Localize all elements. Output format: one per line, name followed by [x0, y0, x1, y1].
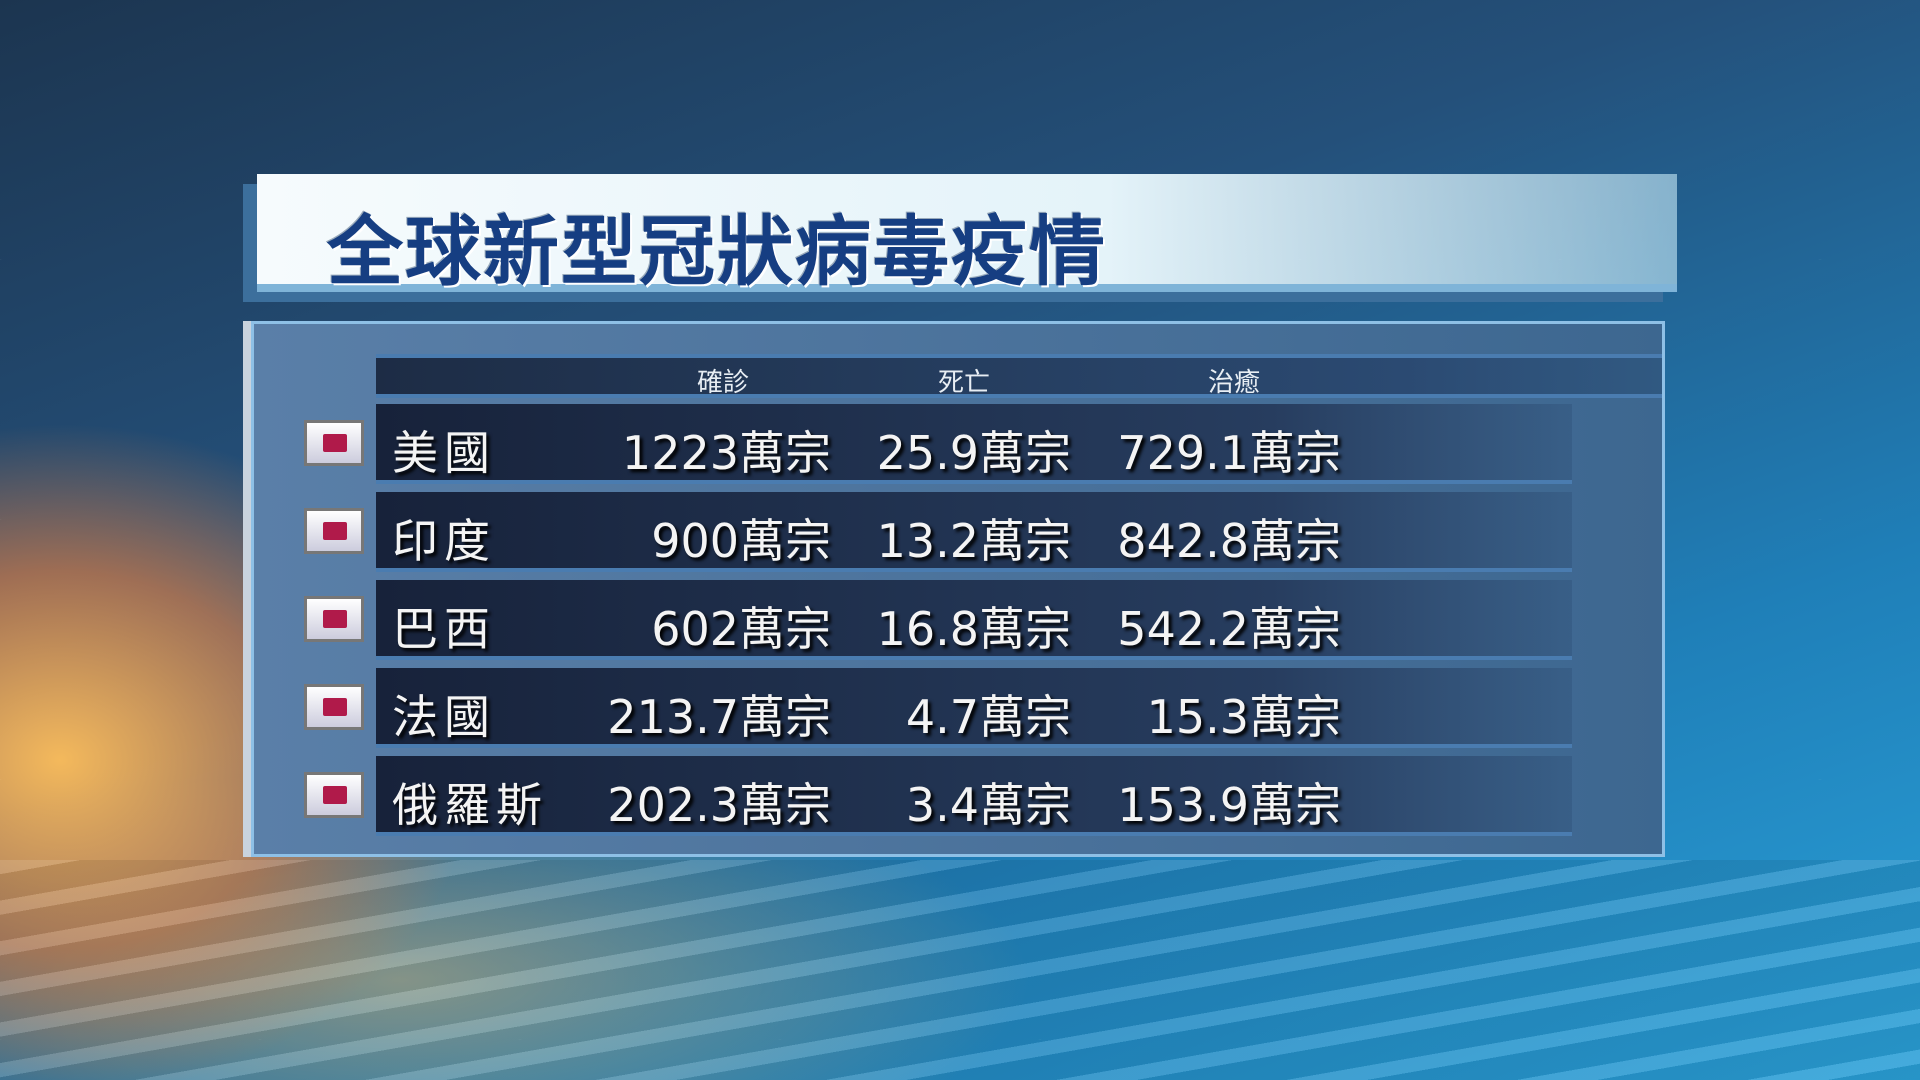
deaths-cell: 4.7萬宗: [905, 690, 1071, 744]
stats-table: 確診 死亡 治癒 美國 1223萬宗 25.9萬宗 729.1萬宗 印度 900…: [251, 321, 1665, 857]
table-row: 印度 900萬宗 13.2萬宗 842.8萬宗: [304, 492, 1572, 572]
flag-icon: [304, 596, 364, 642]
header-deaths: 死亡: [937, 368, 990, 398]
deaths-cell: 3.4萬宗: [905, 778, 1071, 832]
header-confirmed: 確診: [696, 368, 749, 398]
title-bar: 全球新型冠狀病毒疫情: [257, 174, 1677, 296]
recovered-cell: 542.2萬宗: [1117, 602, 1341, 656]
flag-icon: [304, 420, 364, 466]
confirmed-cell: 202.3萬宗: [607, 778, 831, 832]
flag-icon: [304, 772, 364, 818]
country-name: 美國: [392, 426, 496, 480]
flag-icon: [304, 684, 364, 730]
background-floor: [0, 860, 1920, 1080]
table-row: 法國 213.7萬宗 4.7萬宗 15.3萬宗: [304, 668, 1572, 748]
deaths-cell: 13.2萬宗: [876, 514, 1071, 568]
confirmed-cell: 1223萬宗: [621, 426, 831, 480]
table-row: 俄羅斯 202.3萬宗 3.4萬宗 153.9萬宗: [304, 756, 1572, 836]
country-name: 俄羅斯: [392, 778, 548, 832]
header-recovered: 治癒: [1207, 368, 1260, 398]
recovered-cell: 15.3萬宗: [1146, 690, 1341, 744]
table-header: 確診 死亡 治癒: [376, 354, 1662, 398]
recovered-cell: 153.9萬宗: [1117, 778, 1341, 832]
confirmed-cell: 602萬宗: [651, 602, 831, 656]
confirmed-cell: 900萬宗: [651, 514, 831, 568]
country-name: 法國: [392, 690, 496, 744]
country-name: 印度: [392, 514, 496, 568]
confirmed-cell: 213.7萬宗: [607, 690, 831, 744]
page-title: 全球新型冠狀病毒疫情: [327, 207, 1107, 296]
country-name: 巴西: [392, 602, 496, 656]
flag-icon: [304, 508, 364, 554]
recovered-cell: 842.8萬宗: [1117, 514, 1341, 568]
recovered-cell: 729.1萬宗: [1117, 426, 1341, 480]
table-row: 美國 1223萬宗 25.9萬宗 729.1萬宗: [304, 404, 1572, 484]
deaths-cell: 16.8萬宗: [876, 602, 1071, 656]
deaths-cell: 25.9萬宗: [876, 426, 1071, 480]
table-row: 巴西 602萬宗 16.8萬宗 542.2萬宗: [304, 580, 1572, 660]
